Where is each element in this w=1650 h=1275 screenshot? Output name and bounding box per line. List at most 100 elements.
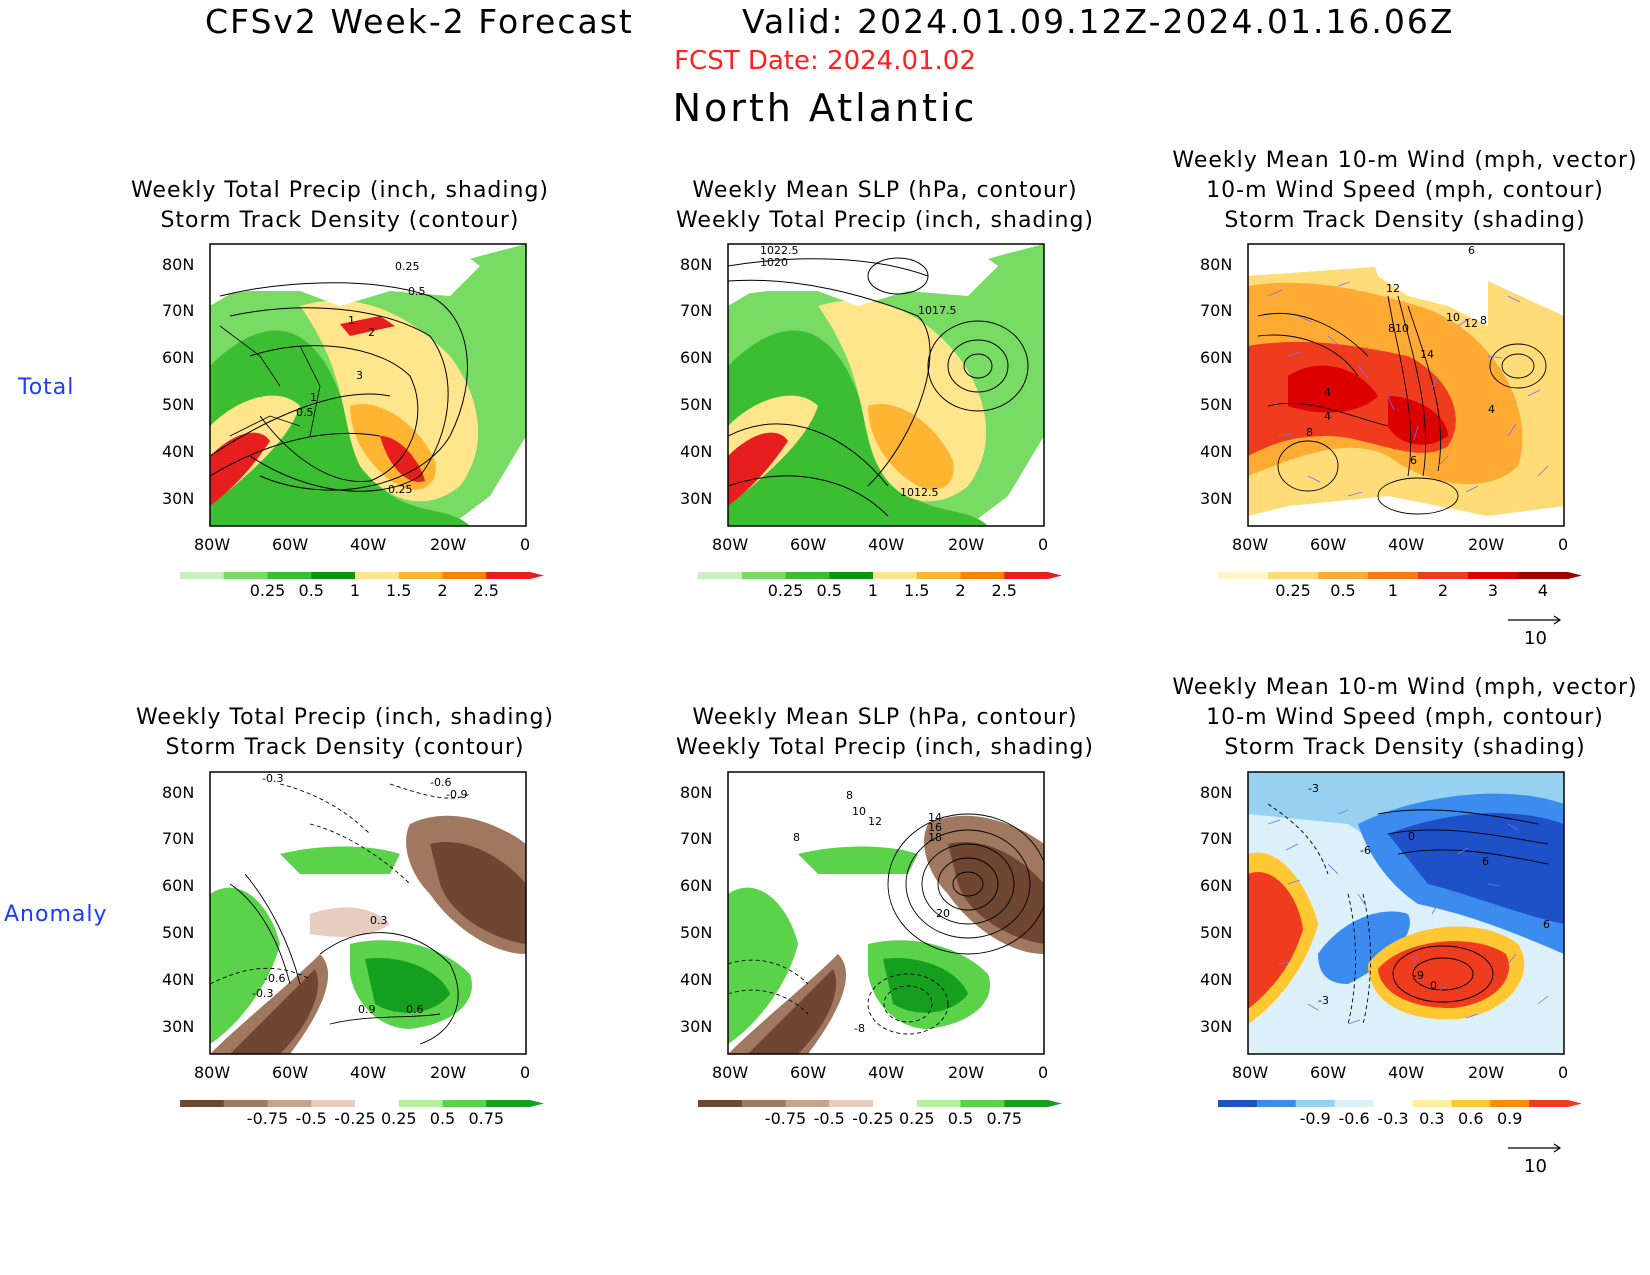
colorbar-precip-anom: -0.75 -0.5 -0.25 0.25 0.5 0.75	[180, 1100, 544, 1128]
colorbar-tick-label: 1	[1388, 581, 1398, 600]
wind-anom-vectors	[1267, 809, 1549, 1025]
storm-anom-red	[1378, 941, 1510, 1009]
lat-axis: 80N 70N 60N 50N 40N 30N	[680, 783, 712, 1036]
colorbar-swatch	[698, 1100, 743, 1107]
colorbar-labels: 0.25 0.5 1 1.5 2 2.5	[768, 581, 1017, 600]
lon-tick: 40W	[350, 1063, 386, 1082]
precip-shade-north-red	[340, 316, 395, 336]
contour-label: 8	[1480, 314, 1487, 327]
wind-vectors	[1267, 281, 1549, 497]
lon-tick: 20W	[1468, 1063, 1504, 1082]
lon-axis: 80W 60W 40W 20W 0	[712, 1063, 1048, 1082]
title-line: Weekly Total Precip (inch, shading)	[675, 735, 1095, 760]
colorbar-swatch	[916, 1100, 961, 1107]
colorbar-swatch	[1004, 1100, 1049, 1107]
wind-speed-contours	[1257, 295, 1547, 515]
panel-title-wind-anom: Weekly Mean 10-m Wind (mph, vector) 10-m…	[1160, 673, 1650, 763]
contour-label: 6	[1410, 454, 1417, 467]
lat-tick: 40N	[680, 970, 712, 989]
contour-label: -0.9	[446, 788, 467, 801]
lon-tick: 20W	[430, 535, 466, 554]
colorbar-swatch	[785, 1100, 830, 1107]
lat-tick: 30N	[1200, 1017, 1232, 1036]
colorbar-swatch	[785, 572, 830, 579]
colorbar-swatch	[486, 572, 531, 579]
colorbar-tick-label: -0.3	[1377, 1109, 1408, 1128]
contour-label: -0.3	[252, 987, 273, 1000]
colorbar-swatch	[355, 1100, 400, 1107]
precip-shade-yellow	[300, 300, 479, 502]
colorbar-end-triangle	[530, 1100, 544, 1107]
colorbar-swatch	[829, 572, 874, 579]
contour-label: 10	[1446, 311, 1460, 324]
contour-label: 0.6	[406, 1003, 424, 1016]
contour-label: -0.6	[264, 972, 285, 985]
lat-tick: 30N	[1200, 489, 1232, 508]
contour-label: 0.9	[358, 1003, 376, 1016]
title-line: Weekly Mean SLP (hPa, contour)	[692, 178, 1078, 203]
panel-title-wind-total: Weekly Mean 10-m Wind (mph, vector) 10-m…	[1160, 146, 1650, 236]
title-line: Storm Track Density (contour)	[165, 735, 525, 760]
precip-anom-wet	[798, 846, 918, 874]
colorbar-tick-label: 0.25	[899, 1109, 935, 1128]
lon-tick: 60W	[790, 1063, 826, 1082]
lon-tick: 40W	[1388, 1063, 1424, 1082]
figure-title: CFSv2 Week-2 Forecast	[205, 2, 634, 41]
colorbar-swatch	[873, 572, 918, 579]
colorbar-precip-total: 0.25 0.5 1 1.5 2 2.5	[180, 572, 544, 600]
colorbar-tick-label: -0.75	[247, 1109, 288, 1128]
map-frame	[727, 243, 1045, 527]
lon-tick: 0	[1558, 535, 1568, 554]
precip-anom-slight-dry	[310, 907, 390, 937]
lon-tick: 60W	[272, 1063, 308, 1082]
map-frame	[209, 771, 527, 1055]
colorbar-tick-label: 1.5	[904, 581, 929, 600]
lat-tick: 30N	[680, 489, 712, 508]
lon-axis: 80W 60W 40W 20W 0	[1232, 535, 1568, 554]
slp-anom-contours	[728, 813, 1044, 1035]
lat-tick: 40N	[162, 970, 194, 989]
lon-tick: 60W	[1310, 1063, 1346, 1082]
colorbar-storm-total: 0.25 0.5 1 2 3 4	[1218, 572, 1582, 600]
colorbar-end-triangle	[1048, 1100, 1062, 1107]
contour-label: 4	[1488, 403, 1495, 416]
forecast-date: FCST Date: 2024.01.02	[674, 46, 976, 76]
colorbar-swatch	[267, 572, 312, 579]
lat-tick: 60N	[1200, 348, 1232, 367]
colorbar-tick-label: 2	[437, 581, 447, 600]
storm-contour	[210, 393, 391, 457]
colorbar-swatch	[1373, 1100, 1413, 1107]
greenland-area	[1368, 244, 1488, 326]
lat-axis: 80N 70N 60N 50N 40N 30N	[162, 255, 194, 508]
contour-label: 12	[1464, 317, 1478, 330]
lon-tick: 40W	[868, 1063, 904, 1082]
contour-label: 1017.5	[918, 304, 957, 317]
colorbar-swatches	[1218, 572, 1582, 579]
lat-tick: 60N	[162, 348, 194, 367]
colorbar-tick-label: 0.5	[1330, 581, 1355, 600]
colorbar-swatch	[311, 1100, 356, 1107]
lon-tick: 60W	[1310, 535, 1346, 554]
contour-label: 4	[1324, 386, 1331, 399]
colorbar-swatch	[1218, 572, 1269, 579]
contour-label: 10	[852, 805, 866, 818]
lat-tick: 50N	[680, 395, 712, 414]
lon-axis: 80W 60W 40W 20W 0	[712, 535, 1048, 554]
colorbar-swatch	[741, 572, 786, 579]
contour-label: 14	[928, 811, 942, 824]
contour-label: -3	[1308, 782, 1319, 795]
contour-label: 0.25	[395, 260, 420, 273]
colorbar-tick-label: -0.25	[334, 1109, 375, 1128]
precip-anom-wet	[280, 846, 400, 874]
panel-title-slp-total: Weekly Mean SLP (hPa, contour) Weekly To…	[650, 176, 1120, 236]
contour-labels: 0.25 0.5 1 2 3 1 0.5 0.25	[296, 260, 426, 496]
lat-tick: 30N	[680, 1017, 712, 1036]
colorbar-labels: -0.75 -0.5 -0.25 0.25 0.5 0.75	[765, 1109, 1022, 1128]
storm-shade-darkred	[1288, 365, 1378, 413]
precip-shade-west-red	[210, 432, 270, 506]
lat-tick: 30N	[162, 1017, 194, 1036]
colorbar-tick-label: -0.5	[814, 1109, 845, 1128]
lat-axis: 80N 70N 60N 50N 40N 30N	[680, 255, 712, 508]
colorbar-tick-label: 0.9	[1497, 1109, 1522, 1128]
colorbar-swatch	[355, 572, 400, 579]
